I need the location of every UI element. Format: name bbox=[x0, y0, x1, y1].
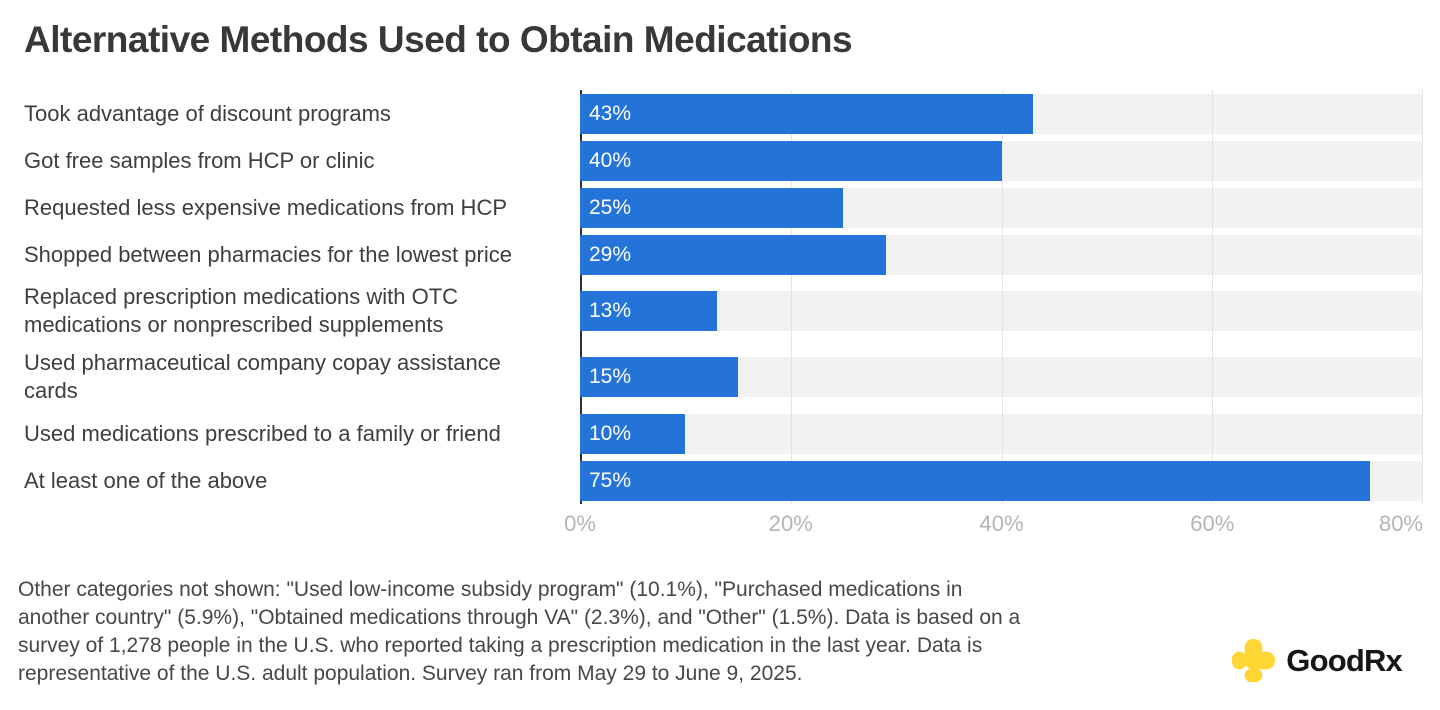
chart-row: Got free samples from HCP or clinic 40% bbox=[24, 137, 1423, 184]
bar-value-label: 10% bbox=[589, 421, 632, 445]
bar-value-label: 25% bbox=[589, 195, 632, 219]
chart-row: Used medications prescribed to a family … bbox=[24, 410, 1423, 457]
x-tick-0: 0% bbox=[564, 511, 596, 536]
footnote: Other categories not shown: "Used low-in… bbox=[18, 576, 1423, 688]
bar-track: 15% bbox=[580, 357, 1423, 397]
bar: 10% bbox=[580, 413, 686, 454]
category-label: Shopped between pharmacies for the lowes… bbox=[24, 241, 512, 267]
category-label: Requested less expensive medications fro… bbox=[24, 194, 508, 220]
footnote-line: representative of the U.S. adult populat… bbox=[18, 662, 803, 685]
bar-chart: Took advantage of discount programs 43% … bbox=[24, 90, 1423, 540]
category-label: At least one of the above bbox=[24, 467, 268, 493]
bar-value-label: 29% bbox=[589, 242, 632, 266]
chart-row: Took advantage of discount programs 43% bbox=[24, 90, 1423, 137]
goodrx-cross-icon bbox=[1232, 638, 1276, 683]
chart-row: Requested less expensive medications fro… bbox=[24, 184, 1423, 231]
category-label: Used medications prescribed to a family … bbox=[24, 420, 501, 446]
bar: 13% bbox=[580, 291, 717, 331]
x-tick-60: 60% bbox=[1190, 511, 1235, 536]
bar: 29% bbox=[580, 234, 886, 275]
bar-track: 10% bbox=[580, 413, 1423, 454]
chart-rows: Took advantage of discount programs 43% … bbox=[24, 90, 1423, 504]
bar: 40% bbox=[580, 140, 1002, 181]
goodrx-logo-text: GoodRx bbox=[1286, 642, 1403, 678]
bar: 15% bbox=[580, 357, 739, 397]
page-title: Alternative Methods Used to Obtain Medic… bbox=[24, 19, 853, 60]
bar-value-label: 75% bbox=[589, 468, 632, 492]
bar-track: 25% bbox=[580, 187, 1423, 228]
bar: 75% bbox=[580, 460, 1371, 501]
bar-track: 40% bbox=[580, 140, 1423, 181]
category-label: Got free samples from HCP or clinic bbox=[24, 147, 375, 173]
chart-row: Shopped between pharmacies for the lowes… bbox=[24, 231, 1423, 278]
bar-track: 29% bbox=[580, 234, 1423, 275]
bar: 25% bbox=[580, 187, 844, 228]
category-label: Replaced prescription medications with O… bbox=[24, 284, 459, 337]
x-tick-20: 20% bbox=[768, 511, 813, 536]
bar-value-label: 43% bbox=[589, 101, 632, 125]
category-label: Used pharmaceutical company copay assist… bbox=[24, 350, 501, 403]
goodrx-logo: GoodRx bbox=[1230, 637, 1403, 684]
chart-row: Used pharmaceutical company copay assist… bbox=[24, 344, 1423, 410]
bar-track: 43% bbox=[580, 93, 1423, 134]
footnote-line: another country" (5.9%), "Obtained medic… bbox=[18, 606, 1021, 629]
bar-value-label: 40% bbox=[589, 148, 632, 172]
category-label: Took advantage of discount programs bbox=[24, 100, 391, 126]
footnote-line: Other categories not shown: "Used low-in… bbox=[18, 578, 963, 601]
bar-track: 13% bbox=[580, 291, 1423, 331]
footnote-line: survey of 1,278 people in the U.S. who r… bbox=[18, 634, 983, 657]
x-tick-40: 40% bbox=[979, 511, 1024, 536]
bar: 43% bbox=[580, 93, 1034, 134]
chart-row: At least one of the above 75% bbox=[24, 457, 1423, 504]
x-axis: 0% 20% 40% 60% 80% bbox=[564, 504, 1423, 540]
bar-value-label: 13% bbox=[589, 299, 632, 322]
x-tick-80: 80% bbox=[1378, 511, 1423, 536]
bar-track: 75% bbox=[580, 460, 1423, 501]
chart-row: Replaced prescription medications with O… bbox=[24, 278, 1423, 344]
bar-value-label: 15% bbox=[589, 365, 632, 388]
